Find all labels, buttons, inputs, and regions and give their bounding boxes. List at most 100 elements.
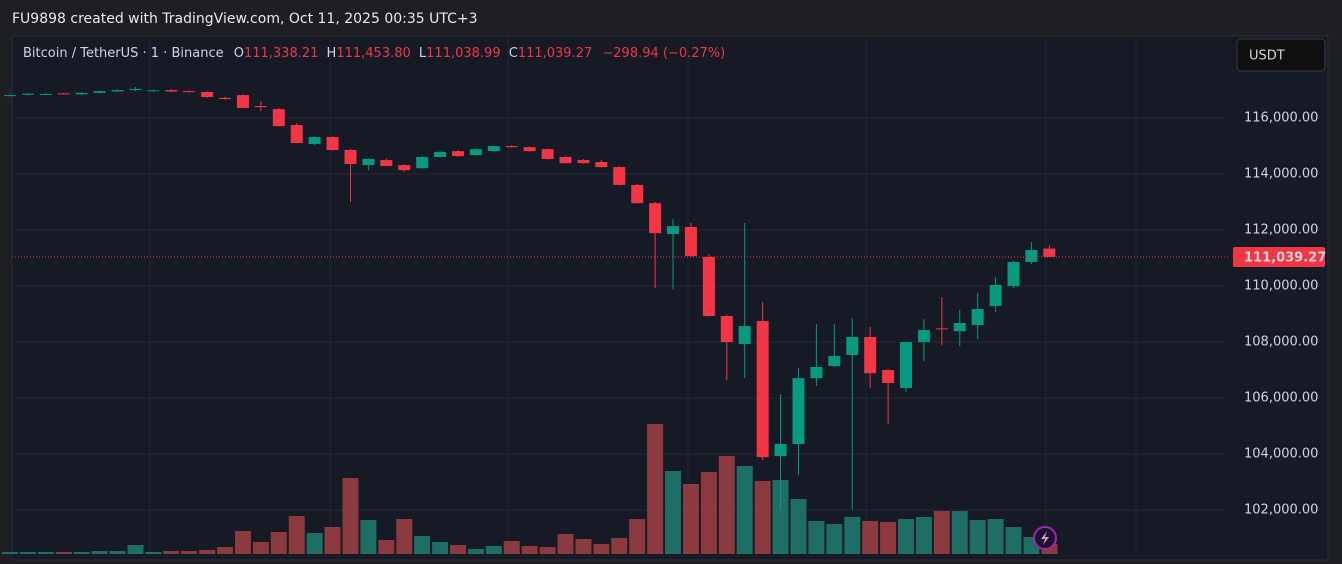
candle-body [111,90,124,92]
volume-bar [521,546,538,554]
candle-body [810,366,823,379]
candle-body [756,321,769,458]
candle-body [631,184,644,204]
volume-bar [1005,527,1022,554]
volume-bar [736,466,753,554]
volume-bar [163,551,180,554]
volume-bar [790,499,807,554]
volume-bar [73,552,90,554]
volume-bar [270,532,287,554]
candle-body [75,92,88,95]
candle-body [541,149,554,159]
legend-line: Bitcoin / TetherUS · 1 · Binance O111,33… [23,46,725,61]
candle-body [935,328,948,330]
candle-body [720,316,733,343]
volume-bar [987,519,1004,554]
candle-body [523,147,536,152]
y-tick-label: 102,000.00 [1244,503,1318,518]
volume-bar [288,516,305,554]
volume-bar [539,547,556,554]
last-price-label: 111,039.27 [1244,250,1326,265]
candle-body [434,151,447,157]
header-text: FU9898 created with TradingView.com, Oct… [12,11,478,27]
volume-bar [969,520,986,554]
candle-body [57,93,70,95]
volume-bar [485,546,502,554]
ohlc-value: 111,038.99 [426,46,500,61]
candle-body [452,151,464,157]
candle-body [1025,249,1038,262]
candle-body [792,378,805,444]
candle-body [684,226,697,257]
candle-body [21,93,34,95]
currency-label[interactable]: USDT [1249,49,1285,64]
ohlc-value: 111,039.27 [518,46,592,61]
volume-pane [2,424,1058,554]
candle-body [219,97,232,100]
volume-bar [682,484,699,554]
last-price-tag [1233,246,1325,267]
volume-bar [378,540,395,554]
volume-bar [342,478,359,554]
volume-bar [557,534,574,554]
candle-body [577,160,590,164]
volume-bar [844,517,861,554]
volume-bar [862,521,879,554]
volume-bar [37,552,54,554]
volume-bar [450,545,466,554]
volume-bar [127,545,144,554]
candle-body [326,137,339,150]
volume-bar [145,552,162,554]
candle-body [416,156,429,169]
candle-body [308,137,321,145]
currency-button[interactable] [1236,38,1326,72]
candle-body [1043,248,1056,257]
candle-body [667,226,680,234]
candle-body [864,337,877,374]
candle-body [613,167,626,185]
candle-body [380,160,393,166]
volume-bar [91,551,108,554]
volume-bar [109,551,126,554]
candle-body [738,326,751,345]
volume-bar [217,547,234,554]
candle-body [487,146,500,152]
candle-body [290,125,303,143]
ohlc-label: C [509,46,518,61]
candle-body [846,337,859,355]
candle-body [254,106,267,108]
candle-body [201,92,214,98]
volume-bar [432,542,449,554]
lightning-icon[interactable] [1033,526,1057,550]
volume-bar [718,456,735,554]
candle-body [4,95,16,97]
y-tick-label: 114,000.00 [1244,167,1318,182]
volume-bar [19,552,36,554]
y-tick-label: 108,000.00 [1244,335,1318,350]
grid [12,36,1228,556]
candle-body [272,109,285,127]
price-axis: 102,000.00 104,000.00 106,000.00 108,000.00… [1233,111,1326,518]
candle-body [236,95,249,108]
candle-body [559,156,572,164]
candle-body [165,90,178,92]
volume-bar [181,551,198,554]
candle-body [971,309,984,325]
candle-body [828,356,841,367]
symbol: Bitcoin / TetherUS · 1 · Binance [23,46,224,61]
volume-bar [396,519,413,554]
candle-body [1007,261,1020,287]
candle-body [93,91,106,93]
candle-body [505,146,518,148]
y-tick-label: 110,000.00 [1244,279,1318,294]
candle-body [469,149,482,156]
volume-bar [593,544,610,554]
volume-bar [467,549,484,554]
y-tick-label: 106,000.00 [1244,391,1318,406]
candle-body [183,91,196,93]
ohlc-label: L [419,46,427,61]
candle-body [147,90,160,92]
ohlc-value: 111,453.80 [336,46,410,61]
volume-bar [629,519,646,554]
